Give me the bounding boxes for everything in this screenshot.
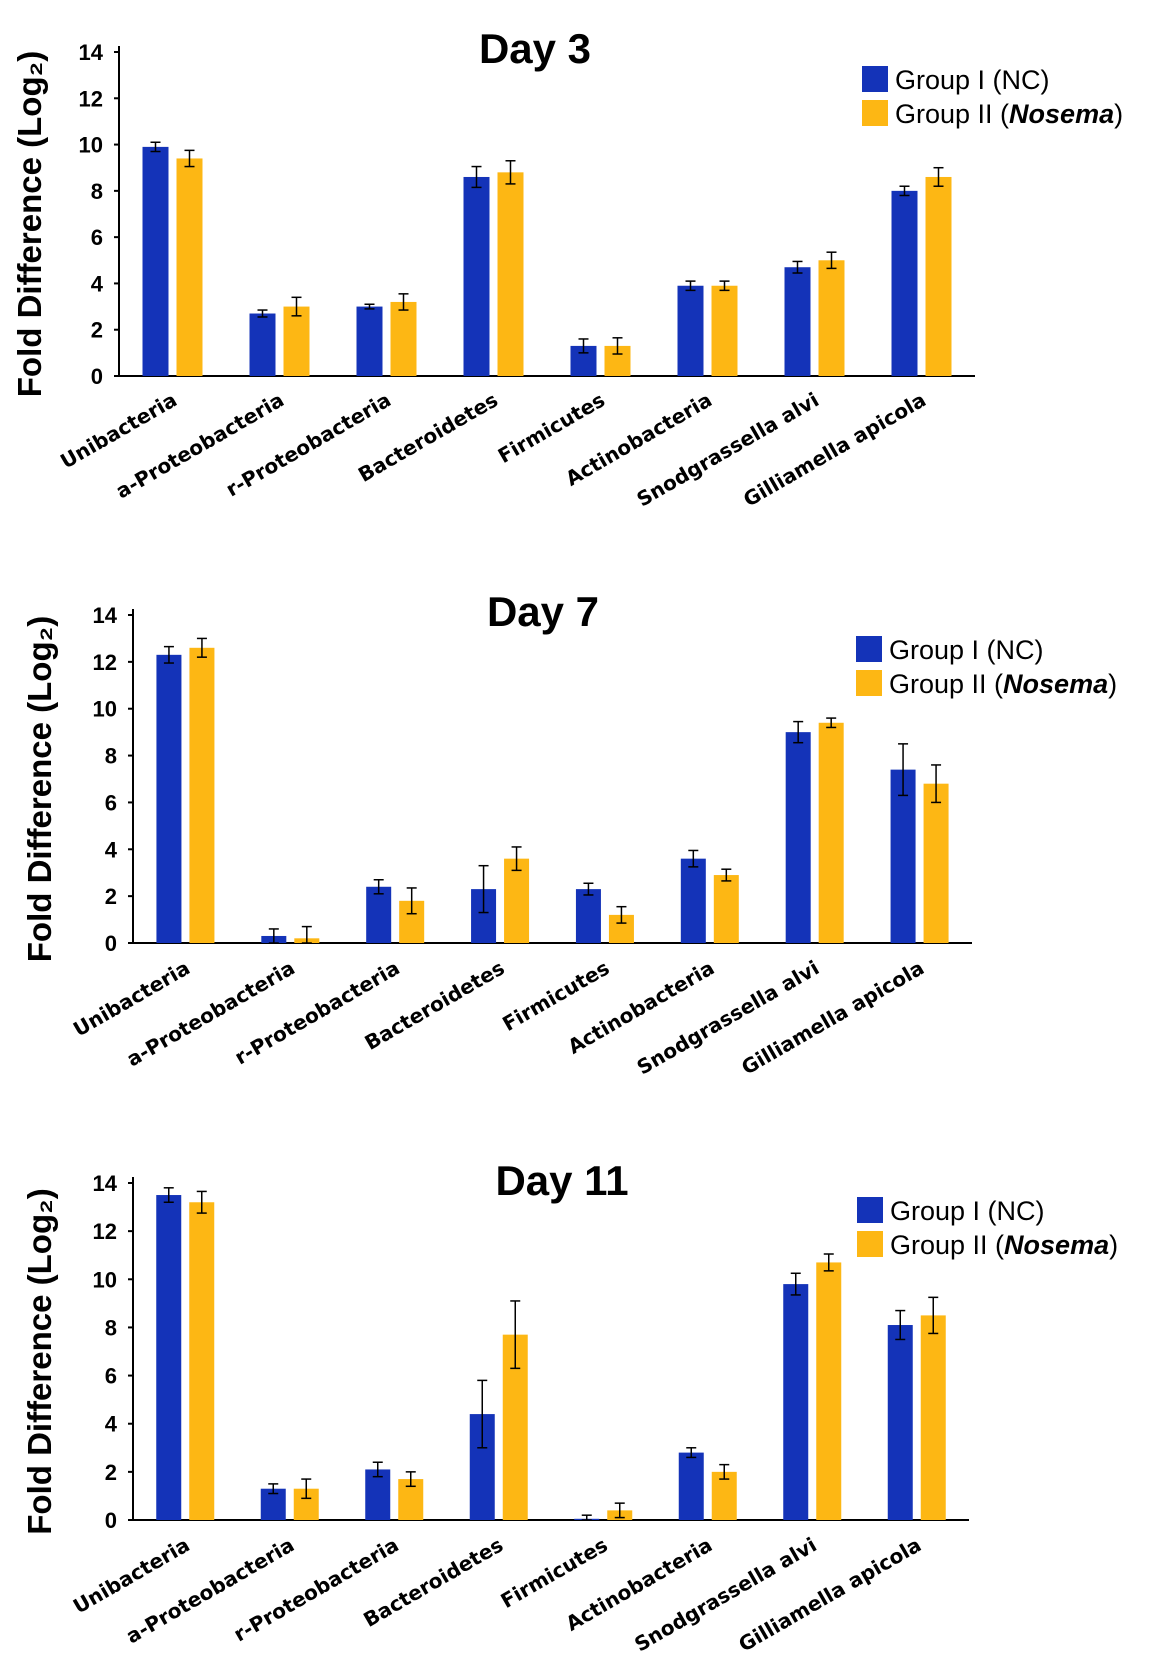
bar-group-ii [711,285,738,376]
bar-group-i [249,313,276,376]
legend-swatch-group-ii [856,670,882,696]
legend: Group I (NC) Group II (Nosema) [862,65,1123,129]
category-label: a-Proteobacteria [122,1533,298,1649]
y-tick-label: 8 [105,1315,117,1340]
bar-group-ii [818,722,844,943]
bar-group-i [680,858,706,943]
legend-swatch-group-i [857,1197,883,1223]
bar-group-i [156,654,182,943]
y-tick-label: 2 [105,1460,117,1485]
bar-group-ii [920,1315,946,1520]
bar-group-ii [713,875,739,943]
chart-title: Day 3 [479,25,591,72]
bar-group-i [887,1325,913,1520]
bar-group-i [463,176,490,376]
y-tick-label: 2 [105,884,117,909]
y-tick-label: 4 [105,1412,118,1437]
legend-label-group-i: Group I (NC) [890,1196,1045,1226]
bar-group-ii [176,158,203,376]
bar-group-i [891,190,918,376]
bar-group-ii [923,783,949,943]
y-tick-label: 14 [79,40,104,65]
bar-group-ii [711,1471,737,1520]
bar-group-ii [497,172,524,376]
y-tick-label: 12 [79,86,103,111]
legend-label-group-i: Group I (NC) [889,635,1044,665]
y-tick-label: 0 [105,1508,117,1533]
y-tick-label: 4 [91,271,104,296]
legend-swatch-group-i [862,66,888,92]
legend-label-group-ii: Group II (Nosema) [895,99,1123,129]
chart-title: Day 11 [495,1157,628,1204]
y-tick-label: 10 [93,1267,117,1292]
bar-group-i [890,769,916,943]
y-tick-label: 14 [93,603,118,628]
bar-group-i [677,285,704,376]
legend-swatch-group-ii [862,100,888,126]
y-tick-label: 14 [93,1171,118,1196]
y-tick-label: 12 [93,1219,117,1244]
y-tick-label: 2 [91,318,103,343]
legend-swatch-group-ii [857,1231,883,1257]
y-tick-label: 6 [91,225,103,250]
category-label: Gilliamella apicola [739,388,930,512]
y-axis-label: Fold Difference (Log₂) [11,51,48,397]
bar-group-ii [390,301,417,376]
category-label: Gilliamella apicola [734,1533,925,1657]
chart-title: Day 7 [487,588,599,635]
y-tick-label: 0 [91,364,103,389]
bar-group-ii [504,858,530,943]
legend: Group I (NC) Group II (Nosema) [856,635,1117,699]
bar-group-i [142,146,169,376]
bar-group-i [365,1469,391,1520]
legend-swatch-group-i [856,636,882,662]
y-tick-label: 8 [91,179,103,204]
bar-group-i [156,1195,182,1520]
y-tick-label: 8 [105,744,117,769]
bar-group-i [678,1452,704,1520]
bar-group-i [783,1284,809,1520]
bar-group-i [356,306,383,376]
legend: Group I (NC) Group II (Nosema) [857,1196,1118,1260]
bar-group-ii [925,176,952,376]
bar-group-i [575,889,601,943]
bar-group-i [366,886,392,943]
bar-group-i [784,267,811,376]
bar-group-ii [816,1262,842,1520]
y-tick-label: 10 [93,697,117,722]
category-label: Snodgrassella alvi [632,388,823,512]
y-axis-label: Fold Difference (Log₂) [21,616,58,962]
bar-group-ii [189,1202,215,1520]
legend-label-group-ii: Group II (Nosema) [889,669,1117,699]
y-tick-label: 6 [105,1364,117,1389]
y-tick-label: 10 [79,133,103,158]
y-tick-label: 6 [105,790,117,815]
y-tick-label: 12 [93,650,117,675]
bar-group-ii [818,260,845,376]
category-label: a-Proteobacteria [122,956,298,1072]
bar-group-ii [283,306,310,376]
y-axis-label: Fold Difference (Log₂) [21,1188,58,1534]
legend-label-group-i: Group I (NC) [895,65,1050,95]
category-label: Snodgrassella alvi [633,956,824,1080]
bar-group-ii [189,647,215,943]
category-label: Snodgrassella alvi [630,1533,821,1657]
category-label: Gilliamella apicola [737,956,928,1080]
y-tick-label: 4 [105,837,118,862]
bar-group-i [785,732,811,943]
y-tick-label: 0 [105,931,117,956]
legend-label-group-ii: Group II (Nosema) [890,1230,1118,1260]
